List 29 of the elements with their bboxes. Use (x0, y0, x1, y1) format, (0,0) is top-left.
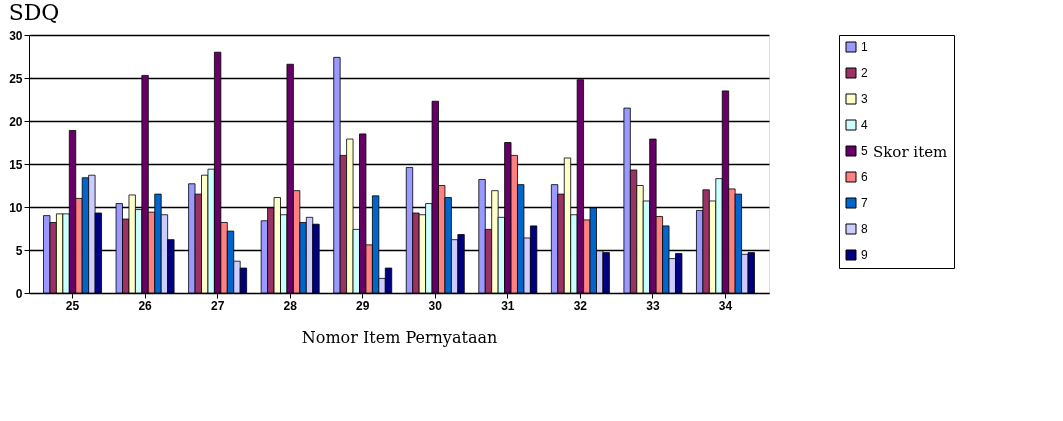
y-tick-label: 15 (9, 157, 23, 172)
legend-label: 9 (861, 248, 868, 262)
y-tick-label: 20 (9, 114, 23, 129)
legend-label: 7 (861, 196, 868, 210)
x-tick-label: 30 (428, 298, 443, 313)
x-tick-label: 33 (646, 298, 660, 313)
y-tick-label: 30 (9, 28, 23, 43)
y-tick-label: 5 (15, 243, 23, 258)
legend-label: 5 (861, 144, 868, 158)
x-tick-label: 31 (501, 298, 515, 313)
legend-label: 8 (861, 222, 868, 236)
legend-label: 6 (861, 170, 868, 184)
x-tick-label: 28 (283, 298, 298, 313)
x-tick-label: 29 (356, 298, 370, 313)
legend-title: Skor item (873, 143, 948, 161)
y-tick-label: 25 (9, 71, 23, 86)
x-tick-label: 26 (138, 298, 153, 313)
x-tick-label: 32 (573, 298, 588, 313)
y-tick-label: 0 (15, 286, 23, 301)
x-axis-title: Nomor Item Pernyataan (301, 327, 498, 347)
legend-label: 4 (861, 118, 868, 132)
chart-title: SDQ (8, 0, 60, 25)
legend-label: 2 (861, 66, 868, 80)
x-tick-label: 25 (65, 298, 80, 313)
legend-label: 3 (861, 92, 868, 106)
y-tick-label: 10 (9, 200, 23, 215)
legend-label: 1 (861, 40, 868, 54)
x-tick-label: 34 (718, 298, 733, 313)
x-tick-label: 27 (210, 298, 225, 313)
